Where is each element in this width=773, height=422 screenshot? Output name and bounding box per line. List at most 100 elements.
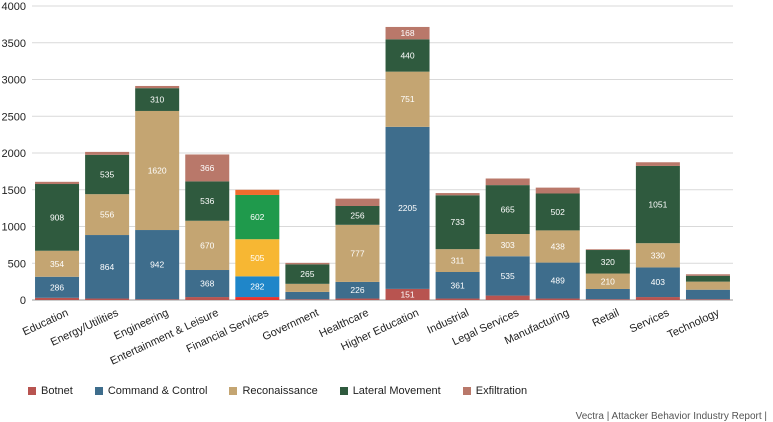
legend-swatch-command-control xyxy=(94,387,103,395)
bar-segment-lateral-movement-services xyxy=(635,165,680,244)
bar-segment-botnet-technology xyxy=(685,299,730,300)
data-label-command-control-higher-education: 2205 xyxy=(398,203,417,213)
bar-segment-botnet-manufacturing xyxy=(535,298,580,300)
data-label-reconaissance-healthcare: 777 xyxy=(350,248,364,258)
bar-segment-reconaissance-engineering xyxy=(135,110,180,231)
bar-segment-command-control-healthcare xyxy=(335,281,380,299)
bar-segment-command-control-energy-utilities xyxy=(85,235,130,299)
data-label-reconaissance-industrial: 311 xyxy=(451,256,465,266)
bar-segment-exfiltration-industrial xyxy=(435,193,480,196)
bar-segment-botnet-industrial xyxy=(435,298,480,300)
bar-segment-botnet-government xyxy=(285,299,330,300)
bar-segment-reconaissance-government xyxy=(285,283,330,292)
bar-segment-lateral-movement-retail xyxy=(585,250,630,274)
data-label-lateral-movement-entertainment-leisure: 536 xyxy=(200,196,214,206)
legend-swatch-lateral-movement xyxy=(339,387,348,395)
y-tick-label: 3500 xyxy=(2,38,26,50)
legend-swatch-reconaissance xyxy=(229,387,238,395)
data-label-reconaissance-engineering: 1620 xyxy=(148,165,167,175)
legend-swatch-botnet xyxy=(28,387,36,395)
bar-segment-botnet-legal-services xyxy=(485,295,530,300)
data-label-lateral-movement-government: 265 xyxy=(300,269,314,279)
bar-segment-lateral-movement-financial-services xyxy=(235,194,280,240)
y-tick-label: 4000 xyxy=(2,1,26,13)
bar-segment-lateral-movement-legal-services xyxy=(485,185,530,234)
data-label-reconaissance-financial-services: 505 xyxy=(250,253,264,263)
x-category-label: Government xyxy=(261,307,321,343)
data-label-exfiltration-entertainment-leisure: 366 xyxy=(200,163,214,173)
x-category-label: Financial Services xyxy=(185,307,271,356)
bar-segment-exfiltration-engineering xyxy=(135,85,180,89)
data-label-command-control-healthcare: 226 xyxy=(350,285,364,295)
data-label-reconaissance-higher-education: 751 xyxy=(400,94,414,104)
chart-legend: Botnet Command & Control Reconaissance L… xyxy=(28,385,527,397)
bar-segment-lateral-movement-manufacturing xyxy=(535,193,580,231)
legend-label-botnet: Botnet xyxy=(41,385,73,397)
bar-segment-command-control-higher-education xyxy=(385,126,430,289)
bar-segment-exfiltration-technology xyxy=(685,274,730,276)
bar-segment-botnet-education xyxy=(35,297,80,300)
legend-label-lateral-movement: Lateral Movement xyxy=(352,385,441,397)
data-label-lateral-movement-financial-services: 602 xyxy=(250,212,264,222)
data-label-command-control-entertainment-leisure: 368 xyxy=(200,279,214,289)
data-label-lateral-movement-healthcare: 256 xyxy=(350,210,364,220)
data-label-lateral-movement-higher-education: 440 xyxy=(400,50,414,60)
bar-segment-botnet-engineering xyxy=(135,299,180,300)
bar-segment-lateral-movement-engineering xyxy=(135,88,180,111)
bar-segment-command-control-retail xyxy=(585,288,630,300)
data-label-lateral-movement-energy-utilities: 535 xyxy=(100,169,114,179)
bar-segment-reconaissance-healthcare xyxy=(335,224,380,282)
bar-segment-command-control-services xyxy=(635,267,680,298)
data-label-command-control-legal-services: 535 xyxy=(501,271,515,281)
x-category-label: Retail xyxy=(591,307,622,330)
bar-segment-lateral-movement-industrial xyxy=(435,195,480,250)
bar-segment-command-control-entertainment-leisure xyxy=(185,270,230,298)
y-tick-label: 500 xyxy=(8,258,26,270)
data-label-command-control-energy-utilities: 864 xyxy=(100,262,114,272)
data-label-reconaissance-services: 330 xyxy=(651,250,665,260)
y-tick-label: 1000 xyxy=(2,222,26,234)
data-label-lateral-movement-manufacturing: 502 xyxy=(551,207,565,217)
bar-segment-lateral-movement-education xyxy=(35,184,80,251)
legend-label-command-control: Command & Control xyxy=(107,385,208,397)
bar-segment-reconaissance-financial-services xyxy=(235,239,280,277)
bar-segment-command-control-financial-services xyxy=(235,276,280,298)
bar-segment-reconaissance-legal-services xyxy=(485,233,530,257)
y-tick-label: 1500 xyxy=(2,185,26,197)
bar-segment-reconaissance-retail xyxy=(585,273,630,289)
data-label-reconaissance-manufacturing: 438 xyxy=(551,241,565,251)
bar-segment-reconaissance-technology xyxy=(685,281,730,290)
bar-segment-command-control-manufacturing xyxy=(535,262,580,299)
bar-segment-exfiltration-healthcare xyxy=(335,198,380,206)
data-label-command-control-education: 286 xyxy=(50,282,64,292)
legend-item-lateral-movement: Lateral Movement xyxy=(339,385,441,397)
legend-label-reconaissance: Reconaissance xyxy=(242,385,318,397)
bar-segment-botnet-entertainment-leisure xyxy=(185,297,230,300)
bar-segment-reconaissance-energy-utilities xyxy=(85,194,130,236)
legend-item-botnet: Botnet xyxy=(28,385,73,397)
data-label-botnet-higher-education: 151 xyxy=(400,289,414,299)
bar-segment-reconaissance-services xyxy=(635,243,680,268)
bar-segment-reconaissance-higher-education xyxy=(385,71,430,127)
bar-segment-reconaissance-manufacturing xyxy=(535,230,580,263)
bar-segment-reconaissance-education xyxy=(35,250,80,277)
y-tick-label: 0 xyxy=(20,295,26,307)
bar-segment-botnet-higher-education xyxy=(385,288,430,300)
bar-segment-command-control-technology xyxy=(685,289,730,300)
bar-segment-exfiltration-government xyxy=(285,262,330,265)
bar-segment-botnet-energy-utilities xyxy=(85,298,130,300)
bar-segment-command-control-engineering xyxy=(135,230,180,300)
bar-segment-lateral-movement-government xyxy=(285,264,330,284)
data-label-lateral-movement-legal-services: 665 xyxy=(501,205,515,215)
data-label-command-control-services: 403 xyxy=(651,277,665,287)
data-label-lateral-movement-education: 908 xyxy=(50,212,64,222)
data-label-lateral-movement-services: 1051 xyxy=(648,200,667,210)
data-label-reconaissance-entertainment-leisure: 670 xyxy=(200,240,214,250)
bar-segment-exfiltration-services xyxy=(635,162,680,166)
data-label-reconaissance-education: 354 xyxy=(50,259,64,269)
legend-item-exfiltration: Exfiltration xyxy=(462,385,527,397)
bar-segment-command-control-government xyxy=(285,291,330,300)
bar-segment-exfiltration-energy-utilities xyxy=(85,151,130,155)
data-label-command-control-manufacturing: 489 xyxy=(551,276,565,286)
